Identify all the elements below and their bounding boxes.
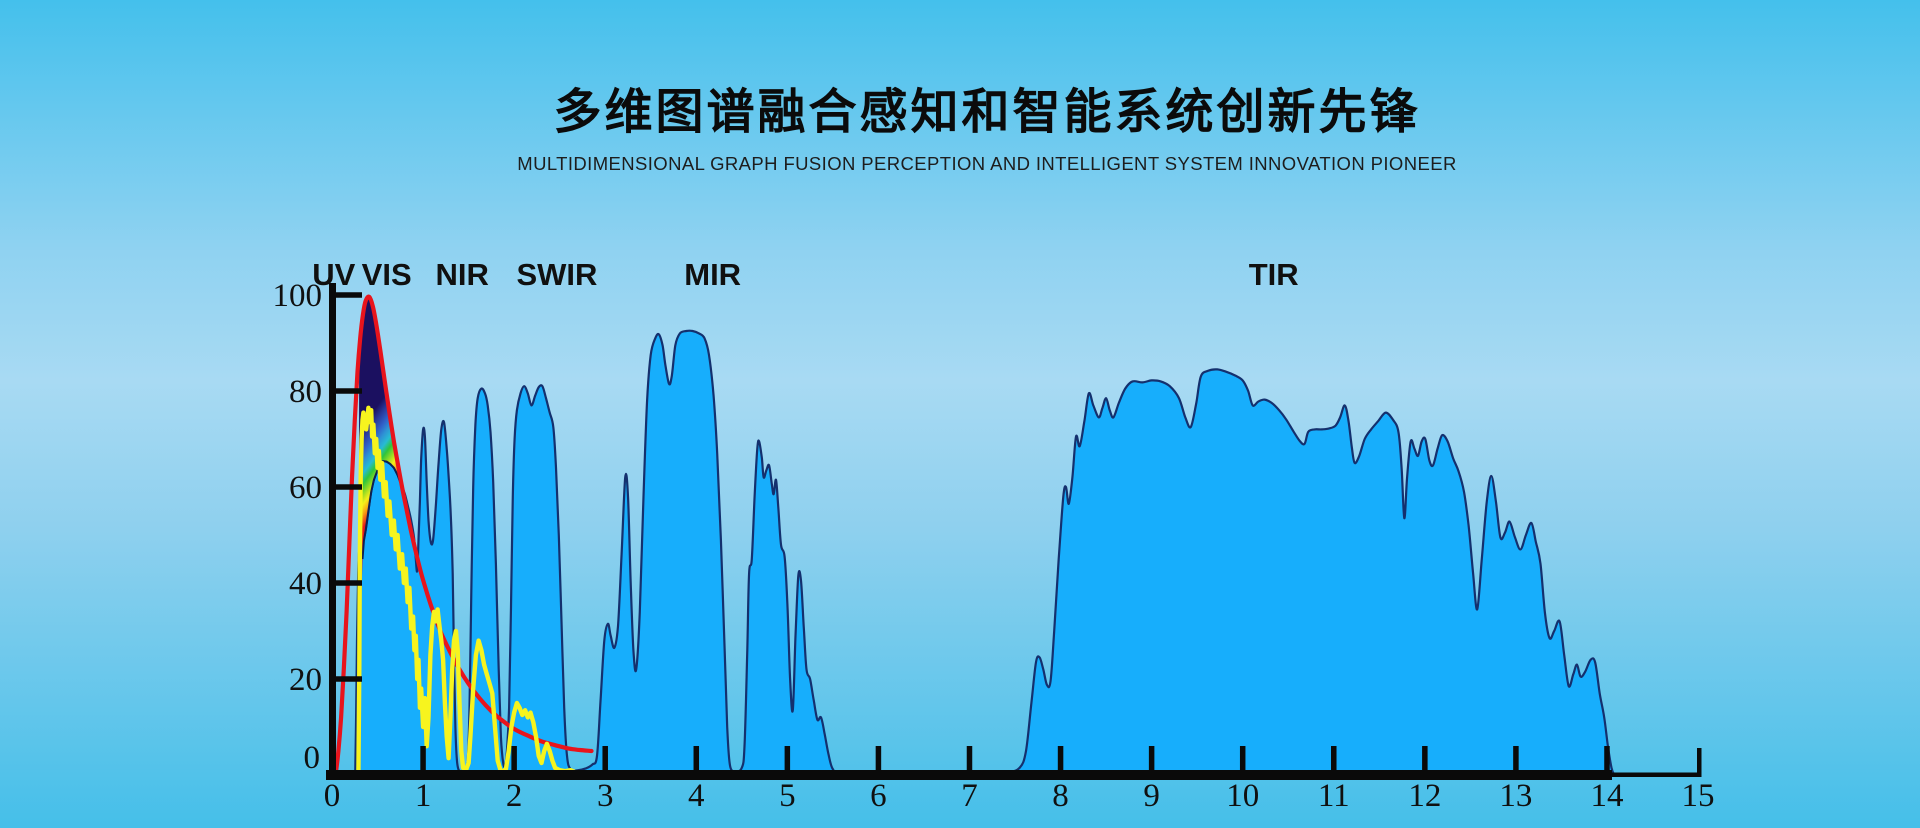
y-tick [336, 580, 362, 586]
x-tick [1422, 746, 1428, 770]
y-tick-label: 100 [273, 278, 323, 314]
y-tick [336, 388, 362, 394]
band-label-swir: SWIR [516, 257, 597, 292]
band-label-tir: TIR [1249, 257, 1299, 292]
x-tick-label: 11 [1318, 778, 1350, 814]
page-subtitle: MULTIDIMENSIONAL GRAPH FUSION PERCEPTION… [517, 153, 1457, 174]
band-label-uv: UV [312, 257, 355, 292]
x-tick-label: 12 [1408, 778, 1441, 814]
x-tick-label: 4 [688, 778, 705, 814]
x-tick-label: 10 [1226, 778, 1259, 814]
x-axis-end-cap [1697, 748, 1702, 777]
y-axis [329, 283, 336, 775]
y-tick [336, 676, 362, 682]
x-tick-label: 5 [779, 778, 796, 814]
x-tick-label: 2 [506, 778, 523, 814]
solar-irradiance-at-ground-curve [356, 405, 579, 778]
y-tick-label: 40 [289, 566, 322, 602]
x-tick-label: 6 [870, 778, 887, 814]
x-tick [1148, 746, 1155, 770]
x-tick-label: 9 [1143, 778, 1160, 814]
x-tick [693, 746, 700, 770]
blackbody-solar-envelope-curve [333, 294, 594, 778]
y-tick-label: 80 [289, 374, 322, 410]
x-tick [602, 746, 608, 770]
x-tick [966, 746, 973, 770]
y-tick [336, 292, 362, 298]
x-tick [1057, 746, 1064, 770]
x-tick-label: 8 [1052, 778, 1069, 814]
y-tick-label: 20 [289, 662, 322, 698]
x-tick-label: 3 [597, 778, 614, 814]
x-tick-label: 7 [961, 778, 978, 814]
x-tick [784, 746, 791, 770]
x-tick-label: 1 [415, 778, 432, 814]
x-tick [1239, 746, 1246, 770]
x-tick [875, 746, 882, 770]
band-label-nir: NIR [436, 257, 489, 292]
x-tick [1331, 746, 1337, 770]
y-tick-label: 0 [304, 740, 321, 776]
y-tick-label: 60 [289, 470, 322, 506]
atmosphere-transmission-area [354, 329, 1616, 777]
x-axis [326, 770, 1612, 780]
y-tick [336, 484, 362, 490]
x-tick-label: 14 [1590, 778, 1623, 814]
x-tick-label: 15 [1682, 778, 1715, 814]
x-tick-label: 0 [324, 778, 341, 814]
x-tick [1513, 746, 1519, 770]
x-tick-label: 13 [1499, 778, 1532, 814]
x-tick [420, 746, 426, 770]
band-label-mir: MIR [684, 257, 741, 292]
x-tick [511, 746, 517, 770]
x-axis-extension [1612, 772, 1701, 777]
band-label-vis: VIS [362, 257, 412, 292]
page-title: 多维图谱融合感知和智能系统创新先锋 [553, 86, 1421, 139]
x-tick [1604, 746, 1610, 770]
